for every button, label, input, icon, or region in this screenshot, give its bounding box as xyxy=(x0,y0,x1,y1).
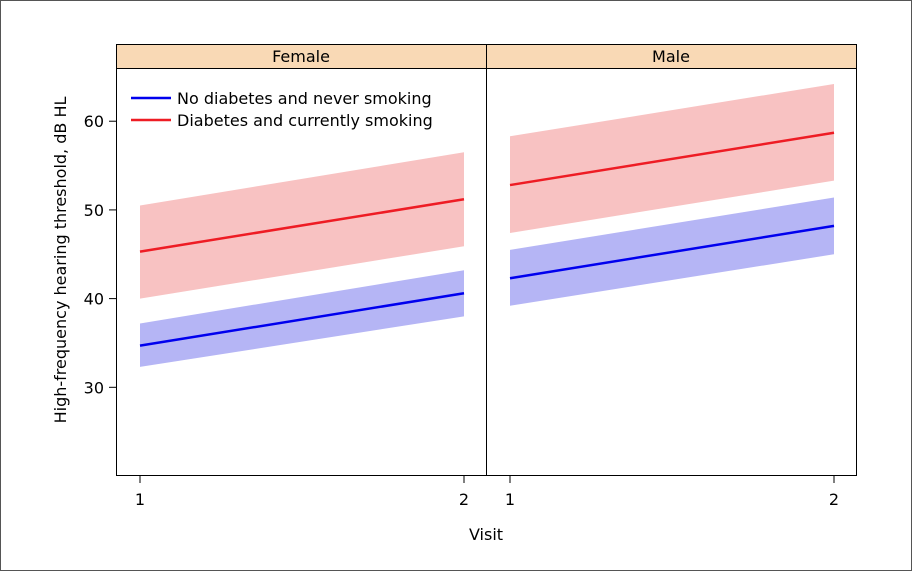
y-tick-label: 50 xyxy=(84,201,104,220)
panel-title-female: Female xyxy=(272,47,330,66)
panel-female: Female xyxy=(116,44,487,476)
legend-label-red: Diabetes and currently smoking xyxy=(177,111,433,130)
legend: No diabetes and never smoking Diabetes a… xyxy=(131,89,433,130)
panel-strip-male xyxy=(486,44,857,69)
x-tick-label: 2 xyxy=(459,490,469,509)
x-axes: 1 2 1 2 xyxy=(135,476,839,509)
series-line-female-diabetes-smoking xyxy=(139,198,465,253)
series-line-male-diabetes-smoking xyxy=(509,131,835,187)
y-tick-label: 60 xyxy=(84,112,104,131)
series-line-female-no-diabetes xyxy=(139,292,465,347)
panel-title-male: Male xyxy=(652,47,690,66)
plot-area-female xyxy=(139,152,465,367)
panel-strip-female xyxy=(116,44,487,69)
x-tick-label: 1 xyxy=(135,490,145,509)
plot-area-male xyxy=(509,83,835,306)
y-tick-label: 30 xyxy=(84,378,104,397)
panel-frame-male xyxy=(486,68,857,476)
y-axis-label: High-frequency hearing threshold, dB HL xyxy=(51,97,70,424)
x-tick-label: 1 xyxy=(505,490,515,509)
x-axis-label: Visit xyxy=(469,525,503,544)
y-tick-label: 40 xyxy=(84,290,104,309)
legend-label-blue: No diabetes and never smoking xyxy=(177,89,432,108)
series-line-male-no-diabetes xyxy=(509,224,835,280)
x-tick-label: 2 xyxy=(829,490,839,509)
panel-male: Male xyxy=(486,44,857,476)
y-axis: 30 40 50 60 xyxy=(84,112,116,397)
